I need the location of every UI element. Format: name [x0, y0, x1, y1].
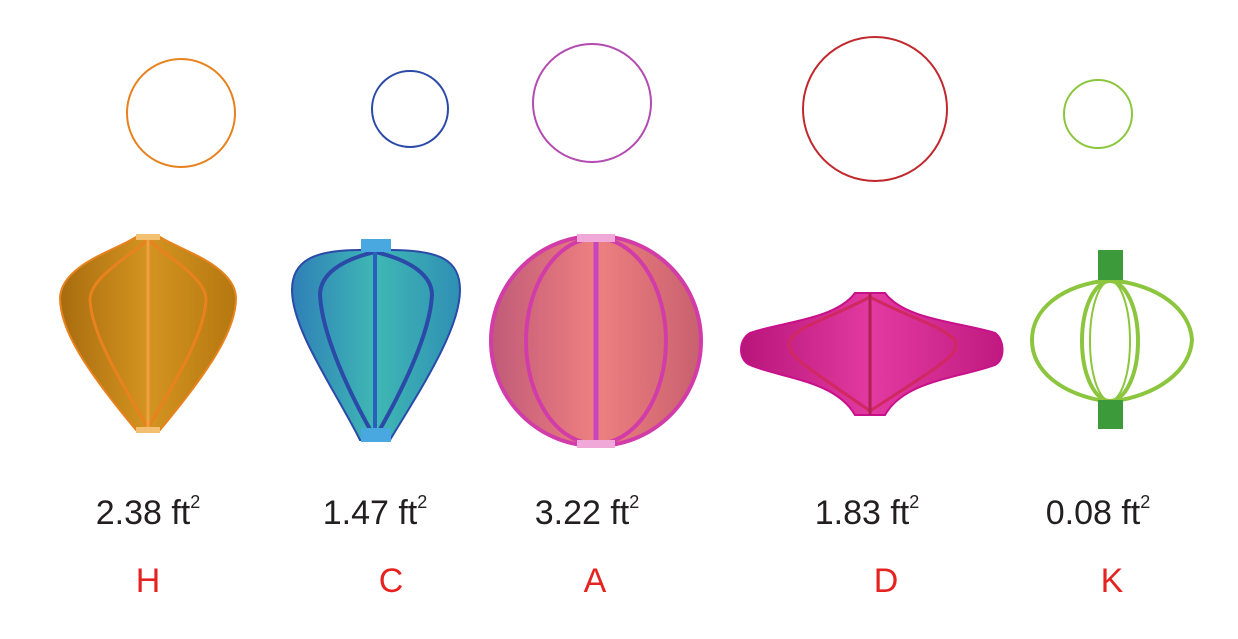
balloon-shape-a [489, 234, 703, 448]
area-label-k: 0.08 ft2 [1045, 492, 1151, 532]
balloon-shape-c [290, 239, 462, 442]
outline-circle-d [802, 36, 948, 182]
area-label-d: 1.83 ft2 [814, 492, 920, 532]
area-label-h: 2.38 ft2 [95, 492, 201, 532]
outline-circle-a [532, 43, 652, 163]
balloon-shape-d [740, 292, 1004, 416]
outline-circle-c [371, 70, 449, 148]
letter-label-k: K [1100, 562, 1124, 600]
letter-label-h: H [135, 562, 161, 600]
letter-label-d: D [873, 562, 899, 600]
letter-label-c: C [378, 562, 404, 600]
letter-label-a: A [583, 562, 607, 600]
outline-circle-h [126, 58, 236, 168]
area-label-a: 3.22 ft2 [534, 492, 640, 532]
balloon-shape-h [58, 234, 238, 433]
outline-circle-k [1063, 79, 1133, 149]
balloon-shape-k [1029, 250, 1195, 429]
area-label-c: 1.47 ft2 [322, 492, 428, 532]
